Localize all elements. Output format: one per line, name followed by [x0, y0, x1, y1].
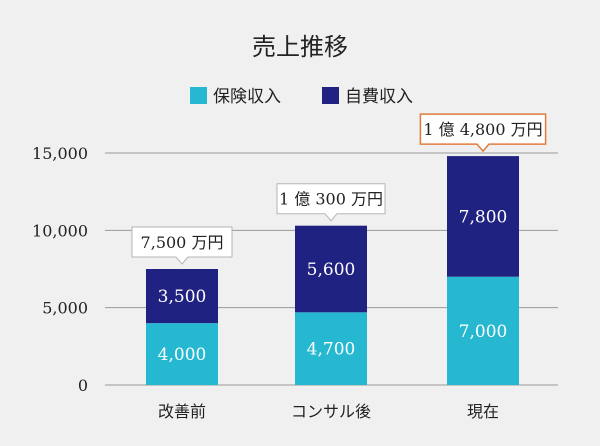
bar-value-label: 7,800: [459, 207, 508, 227]
bar-segment: [295, 225, 367, 313]
bar-segment: [295, 312, 367, 385]
bar-value-label: 3,500: [158, 287, 207, 307]
total-callout-box: [419, 113, 547, 153]
legend-swatch-insurance: [190, 87, 207, 104]
bars: 4,000 3,500 4,700 5,600 7,000 7,800: [146, 156, 519, 385]
total-callout-label: 1 億 300 万円: [279, 190, 383, 209]
bar-segment: [146, 269, 218, 324]
bar-segment: [447, 276, 519, 385]
y-tick-label: 15,000: [32, 144, 88, 163]
y-tick-label: 0: [78, 376, 88, 395]
y-tick-label: 10,000: [32, 221, 88, 240]
bar-value-label: 4,700: [307, 340, 356, 360]
legend-label-self-pay: 自費収入: [345, 87, 413, 107]
bar-segment: [146, 323, 218, 385]
x-category-label: 改善前: [158, 402, 206, 421]
legend: 保険収入 自費収入: [190, 87, 413, 107]
total-callouts: 7,500 万円 1 億 300 万円 1 億 4,800 万円: [131, 113, 547, 265]
x-axis-labels: 改善前 コンサル後 現在: [158, 402, 499, 421]
total-callout-box: [276, 183, 386, 222]
bar-value-label: 5,600: [307, 260, 356, 280]
legend-swatch-self-pay: [322, 87, 339, 104]
bar-value-label: 7,000: [459, 322, 508, 342]
y-tick-label: 5,000: [42, 299, 88, 318]
bar-value-label: 4,000: [158, 345, 207, 365]
total-callout-box: [131, 226, 233, 265]
chart-title: 売上推移: [252, 33, 348, 61]
x-category-label: コンサル後: [291, 402, 371, 421]
x-category-label: 現在: [467, 402, 499, 421]
bar-segment: [447, 156, 519, 277]
total-callout-label: 1 億 4,800 万円: [423, 120, 542, 139]
y-axis-ticks: 0 5,000 10,000 15,000: [32, 144, 88, 395]
total-callout-label: 7,500 万円: [141, 233, 224, 252]
legend-label-insurance: 保険収入: [213, 87, 281, 107]
